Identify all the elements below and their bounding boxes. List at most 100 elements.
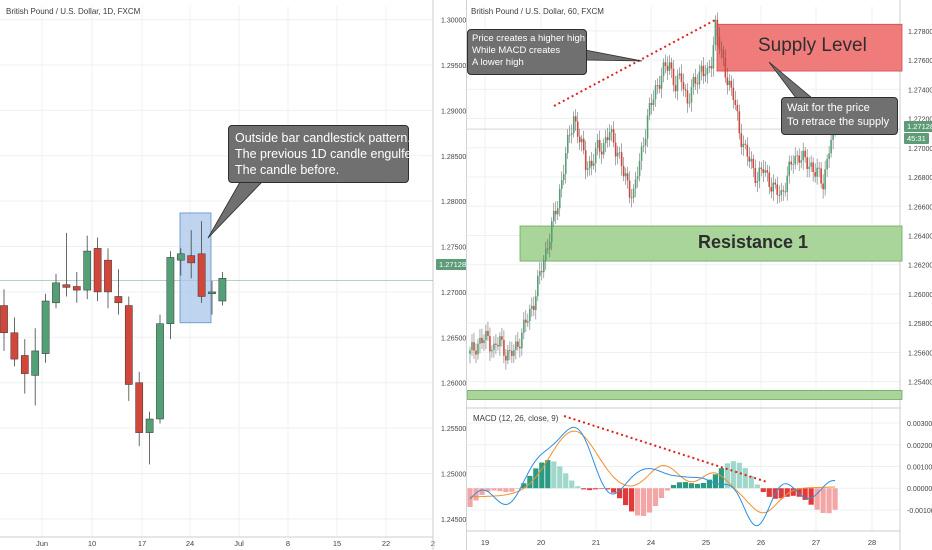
macd-histogram-bar [700,482,707,489]
callout-line: The candle before. [235,163,340,177]
candle-body [610,129,613,133]
y-tick-label: 1.29000 [441,108,466,115]
candle-body [742,143,745,148]
candle-body [572,116,575,134]
outside-bar-callout: Outside bar candlestick pattern. The pre… [228,125,418,183]
candle-body [806,157,808,169]
candle-body [790,161,792,165]
supply-level-label: Supply Level [758,35,867,56]
candle-body [576,121,579,137]
y-tick-label: 1.27200 [908,117,932,124]
candle-body [606,137,609,141]
candle-body [730,80,733,88]
candle-body [588,160,591,169]
candle-body [533,305,535,310]
callout-line: Price creates a higher high [472,33,586,44]
hourly-chart-pane[interactable]: 1.27800 1.27600 1.27400 1.27200 1.27000 1.268… [466,0,932,550]
y-tick-label: 1.26600 [908,204,932,211]
candle-body [688,102,691,104]
candle-body [804,150,806,158]
candle-body [20,355,29,374]
hourly-chart-canvas[interactable]: 1.27800 1.27600 1.27400 1.27200 1.27000 1.268… [467,0,932,550]
candle-body [519,346,521,349]
candle-body [810,162,812,167]
macd-histogram-bar [521,483,527,489]
resistance-1-label: Resistance 1 [698,232,809,252]
candle-body [114,296,123,304]
candle-body [704,74,707,77]
macd-histogram-bar [575,486,581,489]
macd-tick-label: -0.00100 [907,508,932,515]
candle-body [692,77,695,88]
candle-body [495,343,497,345]
y-tick-label: 1.29500 [441,63,466,70]
macd-histogram-bar [754,484,760,489]
candle-body [187,255,196,264]
daily-chart-pane[interactable]: 1.30000 1.29500 1.29000 1.28500 1.28000 1.275… [0,0,466,550]
candle-body [564,153,567,175]
macd-histogram-bar [736,462,742,489]
candle-body [501,336,503,340]
candle-body [768,172,771,187]
y-tick-label: 1.25600 [908,350,932,357]
candle-body [612,129,615,143]
daily-current-price-tag: 1.27128 [436,259,466,270]
y-tick-label: 1.27500 [441,245,466,252]
y-tick-label: 1.30000 [441,18,466,25]
macd-histogram-bar [790,488,796,496]
candle-body [762,169,765,173]
x-tick-label: 24 [186,539,194,548]
candle-body [772,182,775,192]
candle-body [702,65,705,77]
macd-histogram-bar [503,488,509,493]
candle-body [664,62,667,66]
macd-histogram-bar [617,488,623,499]
candle-body [93,248,102,293]
macd-histogram-bar [826,488,832,514]
retrace-callout: Wait for the price To retrace the supply [781,97,898,135]
candle-body [517,341,519,347]
x-tick-label: Jun [36,539,48,548]
candle-body [529,308,531,322]
candle-body [760,167,763,170]
candle-body [706,67,709,75]
candle-body [503,339,505,356]
candle-body [786,175,789,192]
macd-tick-label: 0.00000 [907,486,932,493]
macd-signal-line [470,430,836,514]
x-tick-label: 19 [481,538,489,547]
macd-histogram-bar [694,483,701,489]
macd-histogram-bar [623,488,629,506]
candle-body [218,278,227,302]
y-tick-label: 1.27000 [908,146,932,153]
candle-body [590,160,593,166]
candle-body [487,330,489,337]
candle-body [724,57,727,78]
candle-body [784,191,787,193]
macd-histogram-bar [832,488,838,510]
candle-body [656,85,659,87]
daily-chart-canvas[interactable]: 1.30000 1.29500 1.29000 1.28500 1.28000 1.275… [0,0,466,550]
macd-histogram-bar [658,488,665,499]
macd-histogram-bar [485,488,491,492]
candle-body [156,323,164,420]
macd-histogram-bar [497,488,503,492]
candle-body [104,259,112,293]
candle-body [710,66,713,69]
macd-histogram-bar [479,488,485,495]
candle-body [774,182,777,185]
macd-histogram-bar [760,488,766,492]
candle-body [602,143,605,155]
macd-histogram-bar [676,482,683,489]
candle-body [493,343,495,350]
candle-body [728,80,731,86]
candle-body [640,146,643,161]
candle-body [794,156,796,165]
candle-body [83,250,92,291]
candle-body [630,197,633,199]
macd-histogram-bar [491,488,497,491]
candle-body [41,300,50,354]
candle-body [754,168,757,183]
candle-body [541,271,543,273]
macd-histogram-bar [802,488,808,500]
